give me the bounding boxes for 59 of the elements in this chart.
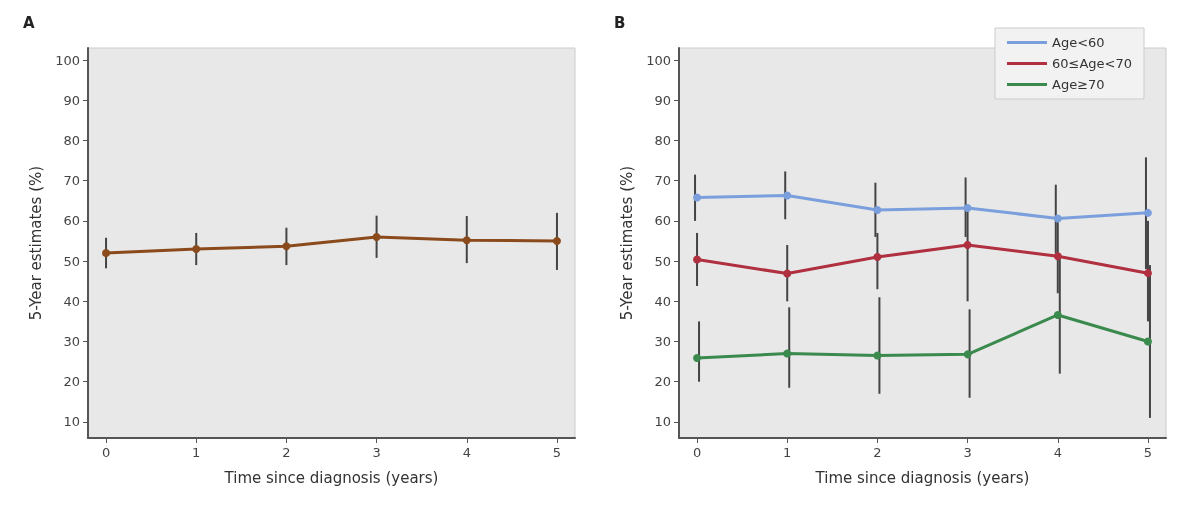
y-tick-label: 30 [63,334,80,350]
y-tick-label: 10 [63,414,80,430]
y-tick-label: 20 [63,374,80,390]
y-axis-title: 5-Year estimates (%) [617,165,636,321]
x-tick-label: 5 [1143,445,1153,460]
point [1143,208,1152,217]
point [783,191,792,200]
x-axis-title: Time since diagnosis (years) [814,468,1030,487]
point [963,241,972,250]
y-axis-title: 5-Year estimates (%) [26,165,45,321]
point [783,349,792,358]
legend-label: Age<60 [1051,35,1105,50]
point [693,353,702,362]
y-tick-label: 90 [654,92,671,108]
point [1143,269,1152,278]
y-tick-label: 100 [55,52,80,68]
point [1053,214,1062,223]
point [873,206,882,215]
chart-title: A [23,13,35,32]
point [873,253,882,262]
legend-label: 60≤Age<70 [1051,56,1132,71]
x-tick-label: 5 [552,445,562,460]
point [963,204,972,213]
x-tick-label: 1 [783,445,792,460]
y-tick-label: 40 [654,293,671,309]
x-tick-label: 0 [692,445,702,460]
x-tick-label: 2 [873,445,882,460]
y-tick-label: 50 [63,253,80,269]
y-tick-label: 90 [63,92,80,108]
x-tick-label: 2 [282,445,291,460]
point [1053,252,1062,261]
y-tick-label: 80 [63,132,80,148]
point [693,193,702,202]
chart-title: B [614,13,626,32]
point [1053,310,1062,319]
x-tick-label: 4 [462,445,471,460]
y-tick-label: 10 [654,414,671,430]
y-tick-label: 80 [654,132,671,148]
x-tick-label: 4 [1053,445,1062,460]
point [963,350,972,359]
x-tick-label: 3 [963,445,972,460]
y-tick-label: 30 [654,334,671,350]
y-tick-label: 70 [654,173,671,189]
legend-label: Age≥70 [1051,77,1105,92]
y-tick-label: 60 [63,213,80,229]
point [1143,337,1152,346]
y-tick-label: 40 [63,293,80,309]
point [783,269,792,278]
x-tick-label: 0 [101,445,111,460]
y-tick-label: 20 [654,374,671,390]
y-tick-label: 60 [654,213,671,229]
point [873,351,882,360]
y-tick-label: 70 [63,173,80,189]
x-tick-label: 3 [372,445,381,460]
y-tick-label: 50 [654,253,671,269]
point [693,255,702,264]
y-tick-label: 100 [646,52,671,68]
x-axis-title: Time since diagnosis (years) [223,468,439,487]
x-tick-label: 1 [192,445,201,460]
